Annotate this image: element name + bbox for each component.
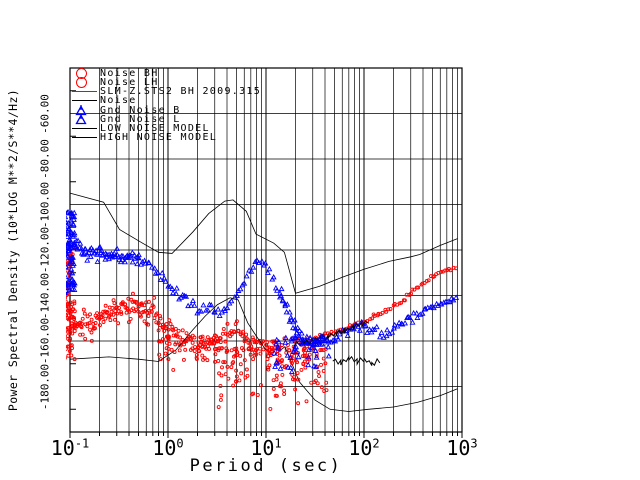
line-marker-icon xyxy=(72,91,97,93)
series-noise-bh xyxy=(66,265,459,357)
y-tick--160: -160.00 xyxy=(38,317,52,365)
legend-label: HIGH NOISE MODEL xyxy=(100,132,218,144)
spray-4 xyxy=(271,333,332,375)
x-tick-10e3: 103 xyxy=(446,436,478,460)
series-low-noise-model xyxy=(69,297,458,412)
line-marker-icon xyxy=(72,137,97,139)
legend-label: Noise BH xyxy=(100,68,159,79)
series-gnd-noise-b xyxy=(292,320,370,348)
spray-2 xyxy=(212,345,329,411)
x-tick-10e2: 102 xyxy=(348,436,380,460)
y-tick--80: -80.00 xyxy=(38,139,52,179)
legend-label: Gnd Noise B xyxy=(100,104,181,116)
spray-1 xyxy=(157,334,218,372)
x-tick-10e-1: 10-1 xyxy=(50,436,90,460)
series-gnd-noise-l xyxy=(332,354,381,367)
y-tick--180: -180.00 xyxy=(38,363,52,410)
series-high-noise-model xyxy=(69,192,458,294)
x-tick-10e1: 101 xyxy=(250,436,282,460)
x-tick-10e0: 100 xyxy=(152,436,184,460)
legend-label: Noise LH xyxy=(100,77,159,89)
grid xyxy=(69,68,463,438)
x-axis-label: Period (sec) xyxy=(189,456,343,476)
legend-label: LOW NOISE MODEL xyxy=(100,122,210,134)
y-tick--120: -120.00 xyxy=(38,226,52,274)
line-marker-icon xyxy=(72,127,97,129)
line-marker-icon xyxy=(72,100,97,102)
y-axis-label: Power Spectral Density (10*LOG M**2/S**4… xyxy=(6,88,20,412)
spray-3 xyxy=(66,209,78,295)
y-tick--100: -100.00 xyxy=(38,181,52,228)
data-layer xyxy=(66,192,460,412)
legend-label: Gnd Noise L xyxy=(100,113,181,125)
legend-label: SLM-Z.STS2 BH 2009.315 xyxy=(100,86,262,98)
series-noise-lh xyxy=(66,228,460,352)
triangle-marker-icon xyxy=(75,113,87,124)
y-tick--60: -60.00 xyxy=(38,93,52,134)
circle-marker-icon xyxy=(76,77,87,89)
y-tick--140: -140.00 xyxy=(38,272,52,319)
legend-label: Noise xyxy=(100,95,137,107)
